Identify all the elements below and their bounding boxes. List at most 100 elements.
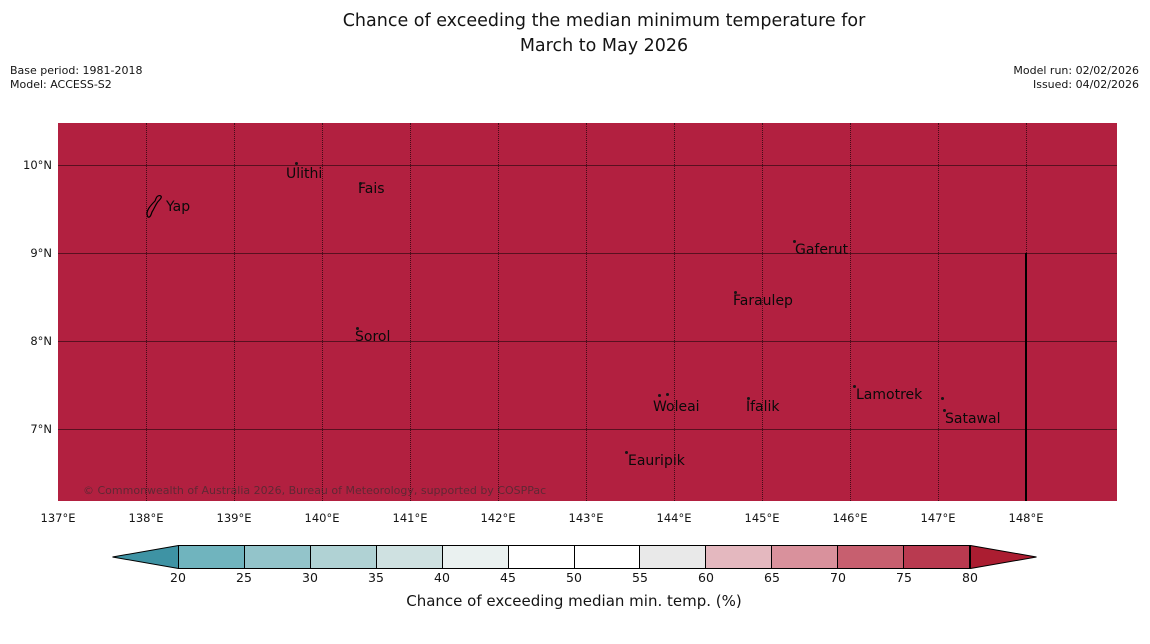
colorbar-tick-label: 55 (632, 570, 648, 585)
lon-gridline (762, 123, 763, 501)
colorbar-segment-55-60 (640, 546, 707, 568)
lon-gridline (850, 123, 851, 501)
island-outline-yap (144, 193, 166, 225)
colorbar-tick-label: 25 (236, 570, 252, 585)
lat-tick-label: 7°N (30, 422, 52, 436)
place-dot-woleai (658, 394, 661, 397)
lat-gridline (58, 165, 1117, 166)
place-label-woleai: Woleai (653, 399, 700, 415)
colorbar-tick-label: 65 (764, 570, 780, 585)
colorbar-left-arrow (112, 545, 179, 569)
lon-gridline (410, 123, 411, 501)
island-dot-0 (941, 397, 944, 400)
place-label-fais: Fais (358, 181, 385, 197)
lon-tick-label: 140°E (304, 511, 340, 525)
run-info: Model run: 02/02/2026 Issued: 04/02/2026 (1013, 64, 1139, 91)
place-dot2-woleai (666, 393, 669, 396)
lon-tick-label: 143°E (568, 511, 604, 525)
colorbar (112, 545, 1037, 569)
place-label-eauripik: Eauripik (628, 453, 685, 469)
lon-gridline (498, 123, 499, 501)
lon-gridline (938, 123, 939, 501)
lon-gridline (146, 123, 147, 501)
colorbar-right-arrow (970, 545, 1037, 569)
place-label-gaferut: Gaferut (795, 242, 849, 258)
lon-tick-label: 137°E (40, 511, 76, 525)
model-info: Base period: 1981-2018 Model: ACCESS-S2 (10, 64, 142, 91)
lon-gridline (234, 123, 235, 501)
colorbar-segment-35-40 (376, 546, 443, 568)
place-label-sorol: Sorol (355, 329, 391, 345)
place-dot-ifalik (747, 397, 750, 400)
colorbar-segment-20-25 (179, 546, 245, 568)
lat-gridline (58, 341, 1117, 342)
lon-tick-label: 141°E (392, 511, 428, 525)
place-dot-fais (359, 182, 362, 185)
lon-tick-label: 138°E (128, 511, 164, 525)
place-label-faraulep: Faraulep (733, 293, 793, 309)
place-label-satawal: Satawal (945, 411, 1001, 427)
place-label-ifalik: Ifalik (746, 399, 780, 415)
colorbar-body (178, 545, 970, 569)
lon-tick-label: 142°E (480, 511, 516, 525)
base-period-text: Base period: 1981-2018 (10, 64, 143, 77)
colorbar-segment-75-80 (904, 546, 970, 568)
colorbar-segment-25-30 (244, 546, 311, 568)
lon-gridline (586, 123, 587, 501)
lat-gridline (58, 429, 1117, 430)
place-dot-eauripik (625, 451, 628, 454)
place-label-ulithi: Ulithi (286, 166, 323, 182)
model-run-text: Model run: 02/02/2026 (1013, 64, 1139, 77)
colorbar-segment-60-65 (706, 546, 773, 568)
colorbar-tick-label: 60 (698, 570, 714, 585)
colorbar-segment-50-55 (574, 546, 641, 568)
colorbar-tick-label: 20 (170, 570, 186, 585)
colorbar-segment-30-35 (310, 546, 377, 568)
place-dot-lamotrek (853, 385, 856, 388)
place-dot-gaferut (793, 240, 796, 243)
colorbar-tick-label: 70 (830, 570, 846, 585)
place-label-lamotrek: Lamotrek (856, 387, 923, 403)
lon-tick-label: 144°E (656, 511, 692, 525)
colorbar-tick-label: 35 (368, 570, 384, 585)
colorbar-tick-label: 40 (434, 570, 450, 585)
colorbar-left-arrow-shape (112, 545, 179, 569)
map: Ulithi Fais Yap Gaferut Faraulep Sorol Woleai I… (58, 123, 1117, 501)
lon-tick-label: 147°E (920, 511, 956, 525)
place-dot-satawal (943, 409, 946, 412)
lon-gridline (322, 123, 323, 501)
colorbar-tick-label: 50 (566, 570, 582, 585)
title-line-2: March to May 2026 (519, 36, 689, 56)
colorbar-right-arrow-shape (970, 545, 1037, 569)
colorbar-tick-label: 45 (500, 570, 516, 585)
colorbar-tick-label: 80 (962, 570, 978, 585)
colorbar-segment-65-70 (772, 546, 839, 568)
lat-gridline (58, 253, 1117, 254)
lon-tick-label: 139°E (216, 511, 252, 525)
lat-tick-label: 8°N (30, 334, 52, 348)
lat-tick-label: 9°N (30, 246, 52, 260)
issued-text: Issued: 04/02/2026 (1032, 77, 1139, 91)
title-line-1: Chance of exceeding the median minimum t… (342, 11, 866, 31)
colorbar-label: Chance of exceeding median min. temp. (%… (406, 592, 742, 610)
copyright-text: © Commonwealth of Australia 2026, Bureau… (83, 484, 547, 497)
state-boundary-line (1025, 253, 1027, 501)
lon-gridline (674, 123, 675, 501)
colorbar-segment-45-50 (508, 546, 575, 568)
lon-tick-label: 148°E (1008, 511, 1044, 525)
page-title: Chance of exceeding the median minimum t… (58, 9, 1150, 59)
island-shape (146, 195, 162, 218)
colorbar-segment-40-45 (442, 546, 509, 568)
place-dot-sorol (356, 327, 359, 330)
place-label-yap: Yap (166, 199, 191, 215)
colorbar-segment-70-75 (838, 546, 905, 568)
lon-tick-label: 145°E (744, 511, 780, 525)
lat-tick-label: 10°N (23, 158, 52, 172)
place-dot-ulithi (295, 162, 298, 165)
colorbar-tick-label: 75 (896, 570, 912, 585)
place-dot-faraulep (734, 291, 737, 294)
model-name-text: Model: ACCESS-S2 (10, 77, 112, 91)
colorbar-tick-label: 30 (302, 570, 318, 585)
lon-tick-label: 146°E (832, 511, 868, 525)
